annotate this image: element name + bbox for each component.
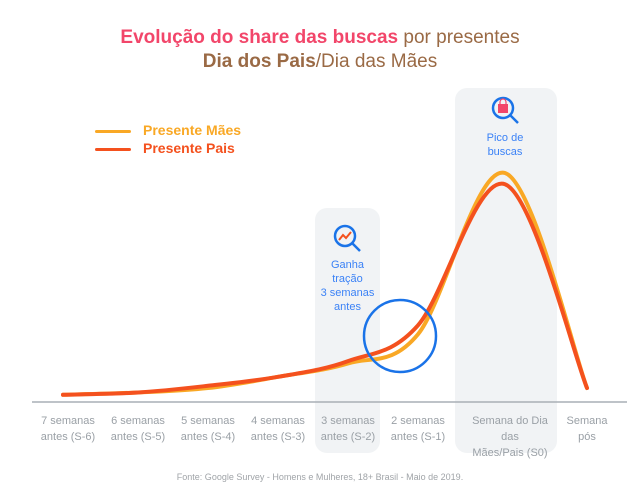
x-tick-label-line: antes (S-6) (40, 431, 96, 443)
highlight-circle (362, 298, 438, 374)
peak-line: Pico de (486, 132, 524, 144)
title-bold: Dia dos Pais (202, 51, 316, 72)
x-tick-label: 7 semanas antes (S-6) (28, 413, 108, 445)
chart-title-line2: Dia dos Pais/Dia das Mães (0, 50, 640, 74)
x-tick-label: Semana pós (547, 413, 627, 445)
x-tick-label-line: 5 semanas (181, 415, 235, 427)
highlight-panel-s0 (455, 88, 557, 453)
x-tick-label-line: Semana do Dia das (472, 415, 548, 443)
x-tick-label: 3 semanas antes (S-2) (308, 413, 388, 445)
traction-line: Ganha (330, 259, 365, 271)
x-tick-label-line: 6 semanas (111, 415, 165, 427)
legend-item-pais: Presente Pais (95, 140, 235, 156)
peak-note: Pico de buscas (465, 131, 545, 159)
traction-line: antes (334, 301, 361, 313)
series-line-pais (61, 181, 589, 397)
title-highlight: Evolução do share das buscas (120, 27, 399, 48)
x-tick-label-line: pós (578, 431, 596, 443)
legend-swatch-maes (95, 129, 131, 133)
traction-line: 3 semanas (320, 287, 375, 299)
legend-item-maes: Presente Mães (95, 122, 241, 138)
x-tick-label-line: antes (S-5) (110, 431, 166, 443)
x-tick-label: 4 semanas antes (S-3) (238, 413, 318, 445)
legend-label-maes: Presente Mães (143, 122, 242, 138)
x-tick-label: 5 semanas antes (S-4) (168, 413, 248, 445)
x-tick-label: 2 semanas antes (S-1) (378, 413, 458, 445)
highlight-panel-s2 (315, 208, 380, 453)
legend-label-pais: Presente Pais (143, 140, 235, 156)
x-tick-label-line: antes (S-3) (250, 431, 306, 443)
search-shopping-bag-icon (491, 96, 519, 124)
x-tick-label: Semana do Dia das Mães/Pais (S0) (465, 413, 555, 461)
x-tick-label-line: 4 semanas (251, 415, 305, 427)
search-trend-icon (333, 224, 361, 252)
x-tick-label-line: 7 semanas (41, 415, 95, 427)
x-tick-label-line: Mães/Pais (S0) (472, 447, 548, 459)
traction-line: tração (332, 273, 363, 285)
source-note: Fonte: Google Survey - Homens e Mulheres… (176, 472, 464, 482)
traction-note: Ganha tração 3 semanas antes (310, 258, 385, 314)
title-rest-2: /Dia das Mães (315, 51, 438, 72)
chart-title-line1: Evolução do share das buscas por present… (0, 26, 640, 50)
x-tick-label-line: antes (S-1) (390, 431, 446, 443)
x-tick-label: 6 semanas antes (S-5) (98, 413, 178, 445)
x-tick-label-line: antes (S-4) (180, 431, 236, 443)
legend-swatch-pais (95, 147, 131, 151)
x-tick-label-line: 3 semanas (321, 415, 375, 427)
title-rest: por presentes (398, 27, 520, 48)
x-tick-label-line: antes (S-2) (320, 431, 376, 443)
peak-line: buscas (487, 146, 523, 158)
x-tick-label-line: Semana (566, 415, 608, 427)
x-tick-label-line: 2 semanas (391, 415, 445, 427)
